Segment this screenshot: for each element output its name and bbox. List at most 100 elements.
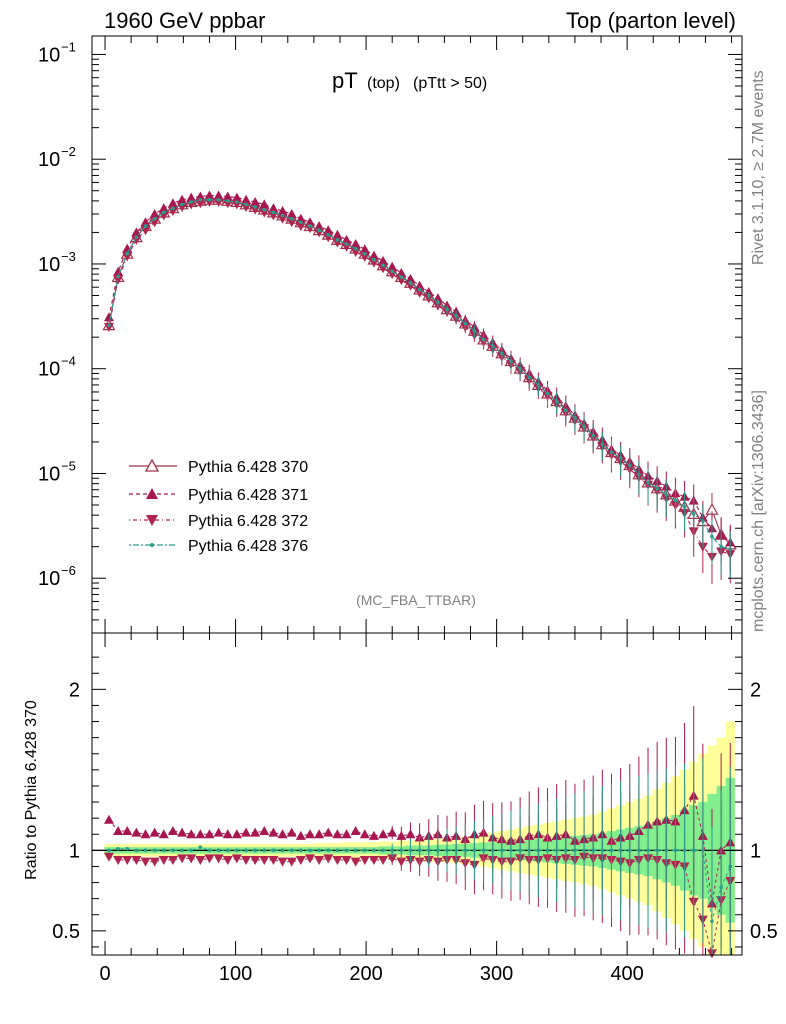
ratio-point (673, 848, 678, 853)
data-point (536, 383, 541, 387)
ratio-point (545, 848, 550, 853)
ratio-point (368, 830, 379, 840)
data-point (323, 233, 334, 243)
ratio-point (122, 826, 133, 836)
data-point (113, 275, 124, 285)
data-point (271, 210, 276, 215)
data-point (664, 492, 669, 497)
data-point (140, 217, 151, 227)
ratio-point (268, 856, 279, 866)
ratio-point (353, 848, 358, 853)
ratio-point (250, 856, 261, 866)
data-point (609, 450, 614, 454)
ratio-point (341, 829, 352, 839)
data-point (573, 415, 577, 420)
analysis-label: (MC_FBA_TTBAR) (356, 592, 476, 608)
ratio-point (344, 848, 349, 853)
y-tick-label-2: 10 (38, 254, 60, 276)
ratio-point (122, 856, 133, 866)
ratio-point (280, 848, 285, 853)
data-point (250, 197, 261, 207)
ratio-point (231, 854, 242, 864)
x-tick-label: 0 (99, 963, 110, 985)
ratio-point (113, 826, 124, 836)
ratio-point (140, 829, 151, 839)
ratio-point (241, 856, 252, 866)
data-point (304, 224, 315, 234)
data-point (563, 408, 568, 413)
data-point (445, 307, 449, 311)
ratio-point (591, 848, 596, 853)
data-point (390, 269, 395, 274)
data-point (314, 221, 325, 231)
data-point (177, 194, 188, 204)
data-point (408, 281, 413, 285)
ratio-point (213, 854, 224, 864)
ratio-point (113, 856, 124, 866)
data-point (372, 257, 376, 262)
data-point (216, 197, 221, 202)
ratio-point (103, 852, 114, 862)
data-point (344, 242, 349, 246)
ratio-point (500, 848, 504, 853)
ratio-point (241, 827, 252, 837)
legend-marker-371 (146, 488, 158, 499)
ratio-data-marks (92, 706, 742, 959)
ratio-point (405, 829, 416, 839)
ratio-point (152, 848, 157, 853)
data-point (116, 274, 120, 279)
ratio-point (235, 848, 239, 853)
ratio-point (177, 827, 188, 837)
y-tick-label-5: 10 (38, 568, 60, 590)
ratio-point (143, 848, 148, 853)
data-point (691, 512, 696, 516)
ratio-point (103, 814, 114, 824)
ratio-point (304, 829, 315, 839)
ratio-axis-label: Ratio to Pythia 6.428 370 (23, 700, 40, 880)
data-point (527, 375, 532, 379)
data-point (728, 547, 733, 551)
data-point (277, 206, 288, 216)
ratio-point (518, 848, 522, 853)
data-point (262, 207, 267, 212)
ratio-panel: 0 100 200 300 400 0.5 0.5 1 1 2 2 Ratio to Pythia … (23, 633, 778, 985)
data-point (314, 228, 325, 238)
data-point (299, 220, 303, 225)
ratio-point (107, 848, 111, 853)
ratio-point (527, 848, 532, 853)
ratio-point (198, 845, 203, 849)
data-point (241, 194, 252, 204)
data-point (472, 329, 477, 333)
data-point (189, 200, 193, 204)
data-point (481, 337, 486, 342)
data-point (198, 197, 203, 202)
ratio-point (295, 856, 306, 866)
ratio-point (609, 848, 614, 853)
ratio-point (454, 848, 458, 853)
y-tick-label-4: 10 (38, 463, 60, 485)
ratio-point (116, 846, 120, 851)
data-point (222, 191, 233, 201)
data-point (326, 232, 331, 237)
data-point (280, 213, 285, 218)
header: 1960 GeV ppbar Top (parton level) (104, 8, 736, 33)
data-point (107, 323, 111, 328)
data-point (149, 208, 160, 218)
x-tick-label: 400 (610, 963, 643, 985)
ratio-point (131, 856, 142, 866)
ratio-point (335, 848, 340, 853)
ratio-point (350, 857, 361, 867)
data-point (125, 251, 130, 256)
data-point (268, 203, 279, 213)
ratio-point (186, 854, 197, 864)
data-point (500, 351, 504, 356)
ratio-point (381, 848, 385, 853)
data-point (396, 267, 407, 277)
data-point (436, 300, 440, 305)
ratio-point (158, 829, 169, 839)
data-point (186, 192, 197, 202)
ratio-point (304, 854, 315, 864)
data-point (152, 216, 157, 221)
ratio-point (125, 846, 130, 851)
